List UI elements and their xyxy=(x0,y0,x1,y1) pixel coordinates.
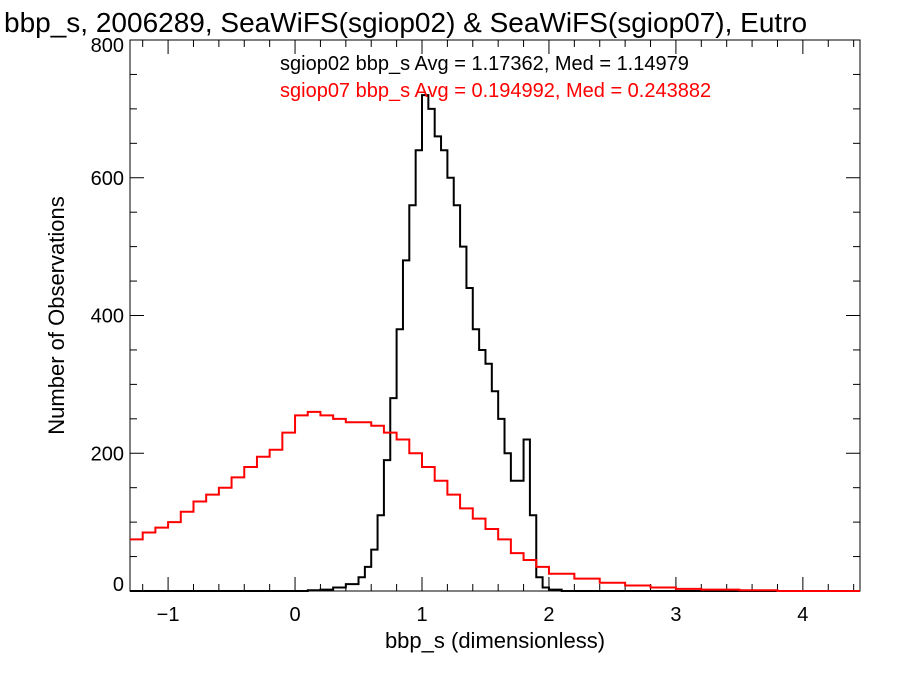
y-tick-label: 0 xyxy=(113,574,124,596)
x-tick-label: 2 xyxy=(543,604,554,626)
annotation-2: sgiop07 bbp_s Avg = 0.194992, Med = 0.24… xyxy=(280,80,711,102)
x-tick-label: 1 xyxy=(416,604,427,626)
series-line-1 xyxy=(130,94,860,592)
series-line-2 xyxy=(130,410,860,592)
y-tick-label: 400 xyxy=(91,306,124,328)
chart-title: bbp_s, 2006289, SeaWiFS(sgiop02) & SeaWi… xyxy=(4,7,807,38)
x-tick-label: 3 xyxy=(670,604,681,626)
y-tick-label: 800 xyxy=(91,35,124,57)
x-axis-label: bbp_s (dimensionless) xyxy=(385,628,605,653)
annotations: sgiop02 bbp_s Avg = 1.17362, Med = 1.149… xyxy=(280,53,711,102)
y-axis-label: Number of Observations xyxy=(44,196,69,434)
annotation-1: sgiop02 bbp_s Avg = 1.17362, Med = 1.149… xyxy=(280,53,689,75)
x-tick-label: 4 xyxy=(797,604,808,626)
series-layer xyxy=(130,94,860,592)
x-tick-label: −1 xyxy=(157,604,180,626)
x-tick-label: 0 xyxy=(289,604,300,626)
axis-ticks: −1 0 1 2 3 4 0 200 400 600 800 xyxy=(91,35,860,626)
y-tick-label: 200 xyxy=(91,443,124,465)
y-tick-label: 600 xyxy=(91,168,124,190)
plot-frame xyxy=(129,39,861,592)
